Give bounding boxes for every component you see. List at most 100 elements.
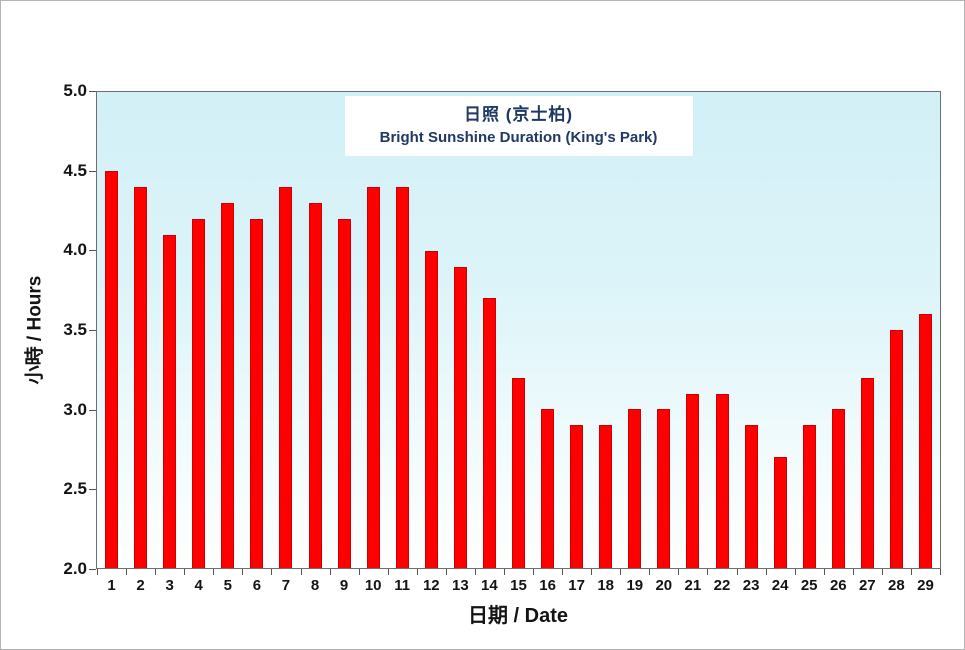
x-tick-mark	[620, 569, 622, 575]
x-tick-label: 21	[684, 577, 702, 594]
y-tick-label: 3.5	[63, 320, 87, 339]
x-tick-mark	[213, 569, 215, 575]
x-tick-label: 3	[165, 577, 174, 594]
x-tick-mark	[591, 569, 593, 575]
bar-day-6	[250, 218, 264, 568]
bar-day-21	[686, 393, 700, 568]
x-tick-label: 25	[800, 577, 818, 594]
plot-area: 日照 (京士柏) Bright Sunshine Duration (King'…	[96, 91, 941, 569]
bar-day-17	[570, 425, 584, 568]
bar-day-19	[628, 409, 642, 568]
bar-day-13	[453, 266, 467, 568]
x-tick-label: 2	[136, 577, 145, 594]
bar-day-12	[424, 250, 438, 568]
x-tick-mark	[533, 569, 534, 575]
y-tick-label: 2.0	[63, 559, 87, 578]
bar-day-27	[860, 377, 874, 568]
x-tick-label: 20	[655, 577, 673, 594]
x-tick-label: 8	[310, 577, 320, 594]
x-tick-label: 29	[917, 577, 934, 594]
chart-title-box: 日照 (京士柏) Bright Sunshine Duration (King'…	[344, 96, 693, 156]
x-tick-mark	[823, 569, 825, 575]
x-tick-mark	[300, 569, 302, 575]
x-tick-mark	[562, 569, 564, 575]
x-tick-label: 18	[597, 577, 615, 594]
x-tick-label: 10	[364, 577, 382, 594]
x-tick-label: 7	[281, 577, 291, 594]
x-tick-mark	[416, 569, 418, 575]
bar-day-3	[163, 234, 177, 568]
bar-day-23	[744, 425, 758, 568]
x-tick-mark	[445, 569, 447, 575]
y-tick-mark	[89, 330, 96, 331]
x-tick-label: 9	[339, 577, 349, 594]
x-tick-mark	[126, 569, 128, 575]
x-axis-title: 日期 / Date	[467, 605, 569, 627]
bar-day-2	[134, 187, 148, 568]
x-tick-label: 11	[394, 577, 411, 594]
x-tick-mark	[358, 569, 360, 575]
bar-day-28	[889, 330, 903, 568]
x-tick-label: 26	[829, 577, 847, 594]
bar-day-15	[512, 377, 525, 568]
x-tick-mark	[910, 569, 912, 575]
x-tick-mark	[329, 569, 331, 575]
x-tick-label: 4	[194, 577, 203, 594]
x-tick-label: 19	[626, 577, 644, 594]
bar-day-9	[337, 218, 351, 568]
x-tick-label: 5	[223, 577, 232, 594]
x-tick-mark	[940, 569, 941, 575]
chart-title: 日照 (京士柏)	[463, 105, 574, 124]
x-tick-mark	[184, 569, 186, 575]
bar-day-25	[802, 425, 816, 568]
y-tick-mark	[89, 170, 96, 172]
bar-day-20	[657, 409, 671, 568]
bar-day-29	[919, 314, 932, 568]
bar-day-4	[192, 218, 206, 568]
x-tick-mark	[97, 569, 98, 575]
x-tick-mark	[707, 569, 709, 575]
bar-day-10	[366, 187, 380, 568]
bar-day-8	[308, 203, 322, 568]
x-tick-label: 1	[107, 577, 116, 594]
x-tick-mark	[474, 569, 476, 575]
y-tick-label: 4.5	[63, 160, 87, 180]
x-tick-label: 27	[858, 577, 876, 594]
y-tick-label: 2.5	[63, 479, 87, 499]
x-tick-label: 6	[252, 577, 262, 594]
x-tick-mark	[765, 569, 767, 575]
bar-day-26	[831, 409, 845, 568]
bar-day-14	[482, 298, 496, 568]
y-tick-mark	[89, 409, 96, 411]
bar-day-22	[715, 393, 729, 568]
y-tick-label: 4.0	[63, 240, 87, 260]
x-tick-label: 14	[481, 577, 498, 594]
x-tick-mark	[242, 569, 244, 575]
x-tick-mark	[678, 569, 680, 575]
y-tick-mark	[89, 91, 96, 92]
x-tick-label: 17	[568, 577, 585, 594]
x-tick-label: 24	[771, 577, 789, 594]
x-tick-mark	[387, 569, 389, 575]
y-tick-mark	[89, 250, 96, 252]
chart-subtitle: Bright Sunshine Duration (King's Park)	[379, 129, 658, 146]
x-tick-label: 28	[888, 577, 905, 594]
bar-day-5	[221, 203, 235, 568]
x-tick-mark	[649, 569, 651, 575]
x-tick-label: 15	[510, 577, 527, 594]
x-tick-mark	[881, 569, 883, 575]
x-tick-mark	[794, 569, 796, 575]
x-tick-mark	[736, 569, 738, 575]
y-tick-mark	[89, 489, 96, 491]
bar-day-18	[599, 425, 613, 568]
x-tick-label: 13	[452, 577, 469, 594]
x-tick-mark	[271, 569, 273, 575]
bar-day-1	[105, 171, 118, 568]
y-tick-mark	[89, 569, 96, 570]
x-tick-label: 12	[422, 577, 440, 594]
y-tick-label: 3.0	[63, 399, 87, 419]
y-tick-label: 5.0	[63, 81, 87, 100]
bar-day-24	[773, 456, 787, 568]
bar-day-11	[395, 187, 409, 568]
